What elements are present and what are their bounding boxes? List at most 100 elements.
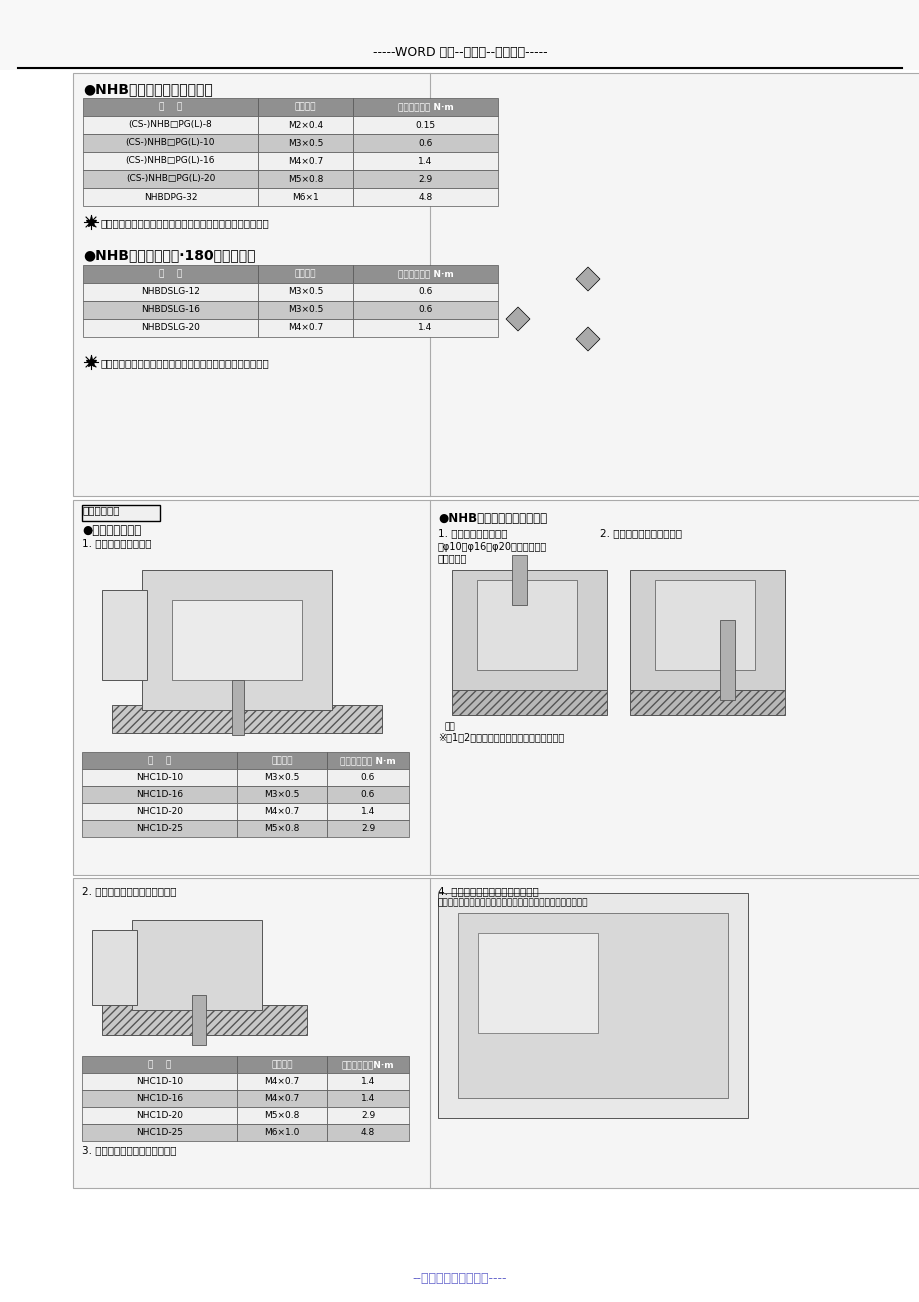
Text: 使用螺栓: 使用螺栓 — [271, 756, 292, 766]
Bar — [82, 1090, 237, 1107]
Bar — [92, 930, 137, 1005]
Bar — [172, 600, 301, 680]
Bar — [237, 1124, 326, 1141]
Bar — [237, 1090, 326, 1107]
Bar — [82, 753, 237, 769]
Text: 最大拧紧扈矩 N·m: 最大拧紧扈矩 N·m — [397, 103, 453, 112]
Text: NHBDSLG-16: NHBDSLG-16 — [141, 306, 199, 315]
Text: 2.9: 2.9 — [360, 1111, 375, 1120]
Bar — [458, 913, 727, 1098]
Text: M4×0.7: M4×0.7 — [264, 807, 300, 816]
Text: 使用螺栓: 使用螺栓 — [294, 270, 316, 279]
Text: M3×0.5: M3×0.5 — [288, 138, 323, 147]
Text: 0.6: 0.6 — [360, 773, 375, 783]
Bar — [257, 152, 353, 171]
Text: 0.6: 0.6 — [418, 138, 432, 147]
Text: 请避免在手指靠拢及手指滚块安装部施加横向载荷进行使用。: 请避免在手指靠拢及手指滚块安装部施加横向载荷进行使用。 — [101, 358, 269, 368]
Text: (CS-)NHB□PG(L)-10: (CS-)NHB□PG(L)-10 — [126, 138, 215, 147]
Bar — [73, 500, 919, 875]
Text: 最大拧紧扈矩 N·m: 最大拧紧扈矩 N·m — [397, 270, 453, 279]
Text: ●NHB系列（高精度·180度开式样）: ●NHB系列（高精度·180度开式样） — [83, 247, 255, 262]
Text: NHC1D-16: NHC1D-16 — [136, 1094, 183, 1103]
Bar — [83, 187, 257, 206]
Bar — [257, 301, 353, 319]
Text: M3×0.5: M3×0.5 — [288, 288, 323, 297]
Text: ●NHB系列（直线导轨式样）: ●NHB系列（直线导轨式样） — [83, 82, 212, 96]
Bar — [237, 1107, 326, 1124]
Text: M2×0.4: M2×0.4 — [288, 121, 323, 129]
Text: NHC1D-25: NHC1D-25 — [136, 1128, 183, 1137]
Bar — [451, 570, 607, 690]
Text: M4×0.7: M4×0.7 — [288, 156, 323, 165]
Text: NHBDSLG-20: NHBDSLG-20 — [141, 323, 199, 332]
Text: 2.9: 2.9 — [360, 824, 375, 833]
Bar — [353, 266, 497, 283]
Text: 0.6: 0.6 — [418, 306, 432, 315]
Bar — [73, 878, 919, 1187]
Bar — [142, 570, 332, 710]
Text: NHC1D-10: NHC1D-10 — [136, 773, 183, 783]
Bar — [237, 769, 326, 786]
Bar — [82, 1073, 237, 1090]
Bar — [720, 620, 734, 700]
Bar — [326, 803, 409, 820]
Text: 1.4: 1.4 — [418, 323, 432, 332]
Text: 1.4: 1.4 — [360, 1094, 375, 1103]
Text: NHC1D-20: NHC1D-20 — [136, 807, 183, 816]
Bar — [257, 187, 353, 206]
Text: NHC1D-20: NHC1D-20 — [136, 1111, 183, 1120]
Text: 型    号: 型 号 — [159, 270, 182, 279]
Bar — [237, 1056, 326, 1073]
Text: M5×0.8: M5×0.8 — [264, 824, 300, 833]
Bar — [82, 786, 237, 803]
Text: 0.6: 0.6 — [360, 790, 375, 799]
Text: 2. 使用本体两面安装螺钉的方法: 2. 使用本体两面安装螺钉的方法 — [82, 885, 176, 896]
Text: 3. 使用本体两侧安装螺钉的方法: 3. 使用本体两侧安装螺钉的方法 — [82, 1144, 176, 1155]
Text: M5×0.8: M5×0.8 — [264, 1111, 300, 1120]
Text: M4×0.7: M4×0.7 — [264, 1077, 300, 1086]
Bar — [83, 98, 257, 116]
Text: 4.8: 4.8 — [360, 1128, 375, 1137]
Text: M3×0.5: M3×0.5 — [288, 306, 323, 315]
Text: ※例1、2的情况下，也可使用背面的定位孔。: ※例1、2的情况下，也可使用背面的定位孔。 — [437, 732, 563, 742]
Text: 最大拧紧扈矩 N·m: 最大拧紧扈矩 N·m — [340, 756, 395, 766]
Bar — [83, 283, 257, 301]
Bar — [353, 319, 497, 337]
Text: 1. 使用本体通孔的方法: 1. 使用本体通孔的方法 — [437, 529, 507, 538]
Text: 0.15: 0.15 — [415, 121, 435, 129]
Text: --完整版学习资料分享----: --完整版学习资料分享---- — [413, 1272, 506, 1285]
Text: M4×0.7: M4×0.7 — [288, 323, 323, 332]
Bar — [73, 73, 919, 496]
Bar — [353, 301, 497, 319]
Bar — [237, 820, 326, 837]
Bar — [83, 152, 257, 171]
Bar — [82, 1056, 237, 1073]
Text: 1.4: 1.4 — [418, 156, 432, 165]
Bar — [82, 803, 237, 820]
Text: (CS-)NHB□PG(L)-20: (CS-)NHB□PG(L)-20 — [126, 174, 215, 184]
Bar — [83, 116, 257, 134]
Bar — [326, 1073, 409, 1090]
Bar — [257, 319, 353, 337]
Bar — [102, 1005, 307, 1035]
Bar — [257, 283, 353, 301]
Text: 0.6: 0.6 — [418, 288, 432, 297]
Text: NHBDPG-32: NHBDPG-32 — [143, 193, 197, 202]
Text: M3×0.5: M3×0.5 — [264, 773, 300, 783]
Bar — [353, 187, 497, 206]
Text: 最大拧紧扈矩N·m: 最大拧紧扈矩N·m — [341, 1060, 394, 1069]
Text: (CS-)NHB□PG(L)-16: (CS-)NHB□PG(L)-16 — [126, 156, 215, 165]
Bar — [437, 893, 747, 1118]
Text: 本体: 本体 — [445, 723, 455, 730]
Bar — [82, 1107, 237, 1124]
Bar — [257, 171, 353, 187]
Text: NHC1D-16: NHC1D-16 — [136, 790, 183, 799]
Bar — [353, 134, 497, 152]
Bar — [257, 266, 353, 283]
Text: （φ10、φ16、φ20的磁性开关无
法安装。）: （φ10、φ16、φ20的磁性开关无 法安装。） — [437, 542, 547, 564]
Bar — [82, 769, 237, 786]
Bar — [131, 921, 262, 1010]
Text: ●NHB系列（直线导轨式样）: ●NHB系列（直线导轨式样） — [437, 512, 547, 525]
Bar — [83, 301, 257, 319]
Bar — [83, 319, 257, 337]
